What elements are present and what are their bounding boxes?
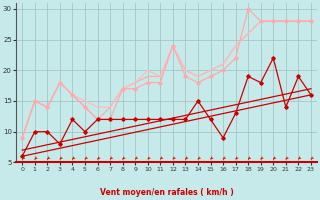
X-axis label: Vent moyen/en rafales ( km/h ): Vent moyen/en rafales ( km/h )	[100, 188, 234, 197]
